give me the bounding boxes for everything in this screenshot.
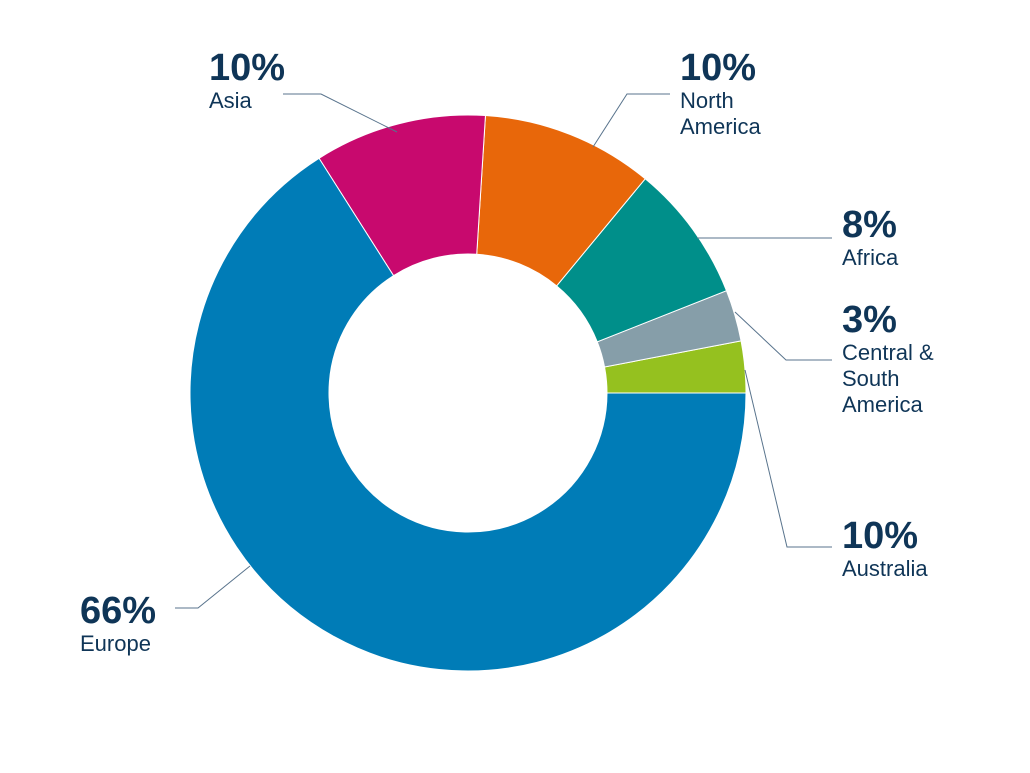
- category-label-asia: Asia: [209, 88, 253, 113]
- donut-slices: [189, 114, 747, 672]
- category-label-central-south-america: Central &: [842, 340, 934, 365]
- percent-label-asia: 10%: [209, 47, 285, 89]
- percent-label-europe: 66%: [80, 590, 156, 632]
- category-label-north-america: North: [680, 88, 734, 113]
- percent-label-africa: 8%: [842, 204, 897, 246]
- leader-lines: [175, 93, 832, 609]
- slice-labels: 66%Europe10%Asia10%NorthAmerica8%Africa3…: [80, 47, 934, 656]
- percent-label-north-america: 10%: [680, 47, 756, 89]
- category-label-europe: Europe: [80, 631, 151, 656]
- category-label-central-south-america: America: [842, 392, 923, 417]
- percent-label-central-south-america: 3%: [842, 299, 897, 341]
- category-label-north-america: America: [680, 114, 761, 139]
- leader-line-asia: [283, 93, 398, 133]
- percent-label-australia: 10%: [842, 515, 918, 557]
- category-label-australia: Australia: [842, 556, 928, 581]
- slice-europe: [189, 157, 747, 672]
- leader-line-europe: [175, 565, 251, 609]
- leader-line-north-america: [592, 93, 670, 148]
- category-label-central-south-america: South: [842, 366, 900, 391]
- leader-line-central-south-america: [734, 311, 832, 361]
- leader-line-australia: [744, 369, 832, 548]
- category-label-africa: Africa: [842, 245, 899, 270]
